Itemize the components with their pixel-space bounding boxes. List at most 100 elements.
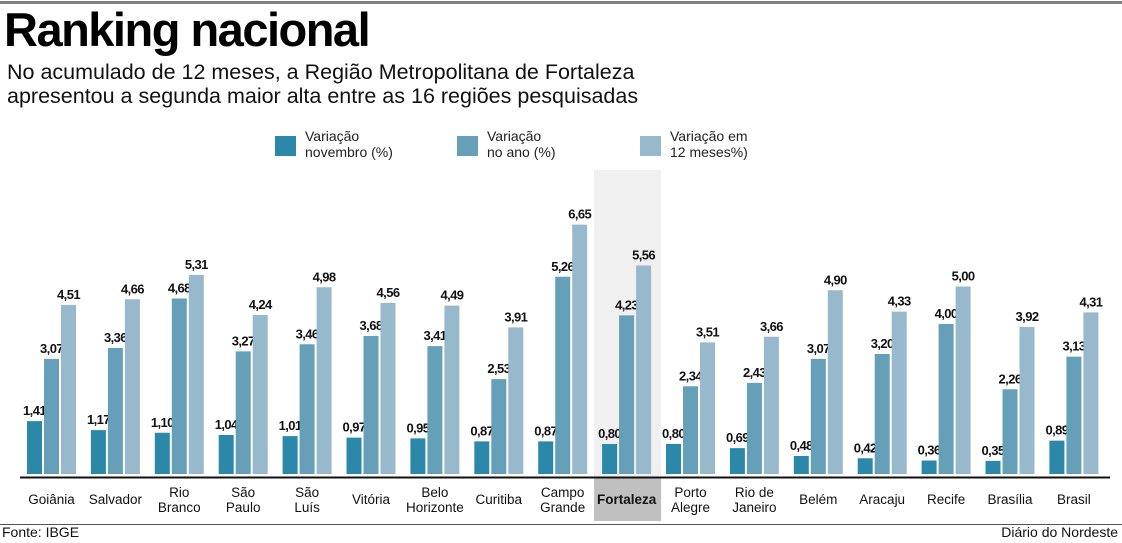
bar-group: 1,17 3,36 4,66 Salvador bbox=[87, 281, 145, 507]
bar-value-label: 4,56 bbox=[377, 285, 400, 300]
bar-value-label: 4,23 bbox=[615, 297, 638, 312]
bar bbox=[555, 276, 571, 474]
bar bbox=[1002, 389, 1018, 474]
category-label: São Paulo bbox=[226, 485, 261, 515]
bar bbox=[666, 444, 681, 474]
bar bbox=[346, 437, 362, 474]
bar bbox=[188, 274, 204, 474]
bar bbox=[508, 327, 524, 474]
bar-value-label: 3,27 bbox=[232, 333, 255, 348]
chart-subtitle: No acumulado de 12 meses, a Região Metro… bbox=[7, 60, 639, 108]
bar bbox=[444, 305, 460, 474]
legend-item-novembro: Variação novembro (%) bbox=[275, 128, 393, 160]
category-label: São Luís bbox=[294, 485, 320, 515]
bar bbox=[61, 304, 76, 474]
bar-value-label: 4,49 bbox=[440, 288, 463, 303]
bar-value-label: 4,66 bbox=[121, 281, 144, 296]
category-label: Aracaju bbox=[859, 492, 905, 507]
legend-item-12-meses: Variação em 12 meses%) bbox=[640, 128, 748, 160]
bar-group: 0,36 4,00 5,00 Recife bbox=[918, 269, 976, 508]
legend-swatch bbox=[275, 136, 296, 156]
bar bbox=[1066, 356, 1082, 474]
bar-value-label: 4,90 bbox=[824, 272, 847, 287]
bar bbox=[363, 336, 379, 474]
bar-value-label: 0,97 bbox=[343, 420, 366, 435]
category-label: Rio de Janeiro bbox=[732, 485, 776, 515]
bar-value-label: 3,07 bbox=[807, 341, 830, 356]
legend-swatch bbox=[457, 136, 478, 156]
chart-title: Ranking nacional bbox=[4, 3, 371, 56]
bar-group: 0,69 2,43 3,66 Rio de Janeiro bbox=[726, 319, 784, 515]
bar-group: 0,95 3,41 4,49 Belo Horizonte bbox=[406, 288, 464, 515]
bar-value-label: 5,31 bbox=[185, 257, 208, 272]
bar-value-label: 1,41 bbox=[23, 403, 46, 418]
bar bbox=[1019, 327, 1035, 474]
credit-note: Diário do Nordeste bbox=[1001, 524, 1118, 540]
bar-group: 0,42 3,20 4,33 Aracaju bbox=[854, 294, 912, 507]
bar bbox=[700, 342, 715, 474]
bar bbox=[1049, 440, 1065, 474]
category-label: Rio Branco bbox=[158, 485, 201, 515]
bar-value-label: 0,69 bbox=[726, 430, 749, 445]
bar bbox=[90, 430, 106, 474]
category-label: Brasil bbox=[1057, 492, 1091, 507]
bar bbox=[27, 421, 42, 474]
bar-group: 0,87 5,26 6,65 Campo Grande bbox=[534, 207, 592, 515]
bar-value-label: 0,89 bbox=[1045, 423, 1068, 438]
bar bbox=[299, 344, 315, 474]
bar bbox=[874, 354, 890, 474]
bar-value-label: 3,51 bbox=[696, 324, 719, 339]
bar bbox=[218, 435, 234, 474]
category-label: Vitória bbox=[352, 492, 391, 507]
bar-group: 1,41 3,07 4,51 Goiânia bbox=[23, 287, 81, 507]
bar-value-label: 3,92 bbox=[1016, 309, 1039, 324]
category-label: Campo Grande bbox=[540, 485, 585, 515]
top-rule bbox=[0, 1, 1122, 4]
bar bbox=[602, 444, 618, 474]
bar-value-label: 1,17 bbox=[87, 412, 110, 427]
bar-value-label: 2,34 bbox=[679, 368, 703, 383]
bar bbox=[793, 456, 809, 474]
bar-value-label: 0,35 bbox=[982, 443, 1005, 458]
bar bbox=[955, 286, 971, 474]
legend-label: Variação novembro (%) bbox=[305, 128, 393, 160]
bar-value-label: 4,00 bbox=[935, 306, 958, 321]
bar-value-label: 6,65 bbox=[568, 207, 591, 222]
bar-value-label: 3,46 bbox=[296, 326, 319, 341]
bar-value-label: 3,66 bbox=[760, 319, 783, 334]
category-label: Fortaleza bbox=[597, 492, 657, 507]
bar-value-label: 2,53 bbox=[487, 361, 510, 376]
bar-value-label: 0,80 bbox=[598, 426, 621, 441]
bar bbox=[572, 224, 588, 474]
bar-group: 1,10 4,68 5,31 Rio Branco bbox=[151, 257, 209, 515]
bar-value-label: 4,24 bbox=[249, 297, 273, 312]
bar-value-label: 0,95 bbox=[406, 420, 429, 435]
bar-group: 0,48 3,07 4,90 Belém bbox=[790, 272, 848, 507]
category-label: Curitiba bbox=[476, 492, 523, 507]
bar bbox=[107, 348, 123, 474]
bar-group: 0,87 2,53 3,91 Curitiba bbox=[470, 309, 528, 507]
bar-value-label: 3,20 bbox=[871, 336, 894, 351]
bar-group: 0,80 2,34 3,51 Porto Alegre bbox=[662, 324, 720, 515]
bar bbox=[619, 315, 635, 474]
bar-value-label: 3,68 bbox=[360, 318, 383, 333]
bar-group: 0,35 2,26 3,92 Brasília bbox=[982, 309, 1040, 507]
bar-value-label: 4,33 bbox=[888, 294, 911, 309]
bar-value-label: 0,87 bbox=[534, 423, 557, 438]
bar-value-label: 3,36 bbox=[104, 330, 127, 345]
category-label: Belém bbox=[799, 492, 837, 507]
bar bbox=[683, 386, 698, 474]
bar-value-label: 1,01 bbox=[279, 418, 302, 433]
bar bbox=[282, 436, 298, 474]
bar bbox=[154, 432, 170, 474]
legend-label: Variação em 12 meses%) bbox=[670, 128, 748, 160]
bar-value-label: 4,98 bbox=[313, 269, 336, 284]
bar-group: 0,89 3,13 4,31 Brasil bbox=[1045, 294, 1103, 507]
bar-value-label: 0,42 bbox=[854, 440, 877, 455]
bar-value-label: 0,80 bbox=[662, 426, 685, 441]
bar-value-label: 2,43 bbox=[743, 365, 766, 380]
category-label: Porto Alegre bbox=[671, 485, 710, 515]
bar-value-label: 5,56 bbox=[632, 248, 655, 263]
source-note: Fonte: IBGE bbox=[2, 524, 80, 540]
